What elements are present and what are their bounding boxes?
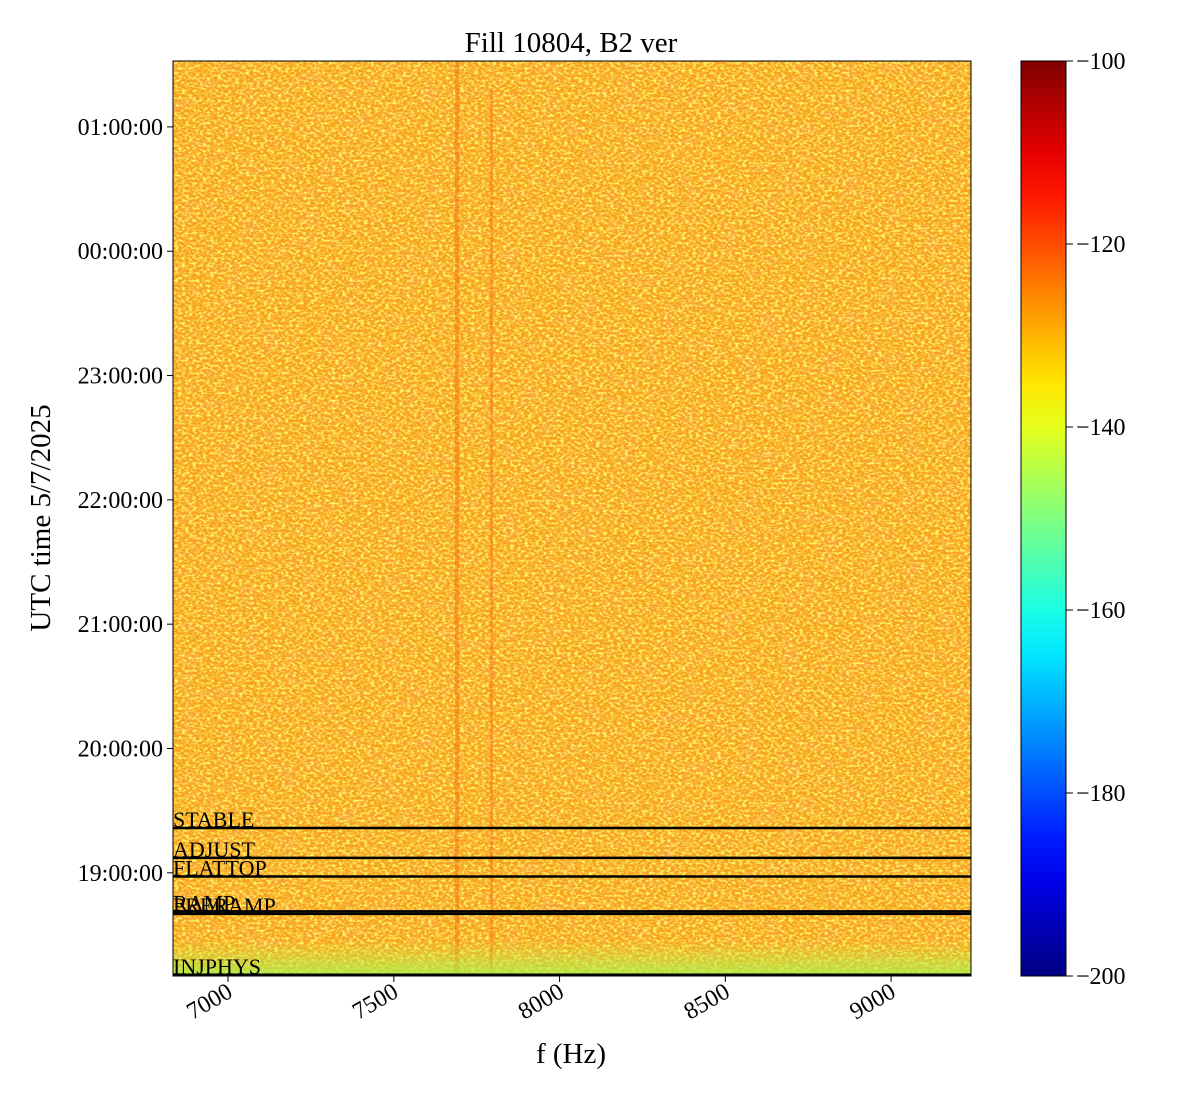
y-axis-label: UTC time 5/7/2025 <box>25 404 57 631</box>
x-tick-label: 8500 <box>680 979 735 1026</box>
x-tick-label: 9000 <box>846 979 901 1026</box>
colorbar-tick-label: −180 <box>1076 781 1126 807</box>
colorbar-tick-label: −120 <box>1076 232 1126 258</box>
y-tick-label: 22:00:00 <box>78 488 163 514</box>
colorbar <box>1020 60 1067 977</box>
colorbar-tick-label: −100 <box>1076 49 1126 75</box>
spectral-line <box>490 90 493 976</box>
y-tick-label: 20:00:00 <box>78 736 163 762</box>
event-label: FLATTOP <box>173 856 267 881</box>
spectrogram-image <box>173 61 971 976</box>
x-tick-label: 7500 <box>348 979 403 1026</box>
colorbar-tick-label: −140 <box>1076 415 1126 441</box>
event-label: INJPHYS <box>173 954 261 979</box>
event-label: PRERAMP <box>173 893 276 918</box>
colorbar-tick-label: −200 <box>1076 964 1126 990</box>
x-tick-label: 7000 <box>182 979 237 1026</box>
y-tick-label: 23:00:00 <box>78 364 163 390</box>
x-tick-label: 8000 <box>514 979 569 1026</box>
spectrogram-texture <box>173 940 971 976</box>
x-axis-label: f (Hz) <box>536 1038 606 1070</box>
chart-title: Fill 10804, B2 ver <box>465 27 678 59</box>
event-label: ADJUST <box>173 837 255 862</box>
y-tick-label: 21:00:00 <box>78 612 163 638</box>
colorbar-tick-label: −160 <box>1076 598 1126 624</box>
event-label: RAMP <box>173 890 235 915</box>
event-label: STABLE <box>173 807 254 832</box>
y-tick-label: 01:00:00 <box>78 115 163 141</box>
y-tick-label: 19:00:00 <box>78 861 163 887</box>
y-tick-label: 00:00:00 <box>78 239 163 265</box>
spectrogram-texture <box>173 61 971 976</box>
spectral-line <box>455 61 459 976</box>
